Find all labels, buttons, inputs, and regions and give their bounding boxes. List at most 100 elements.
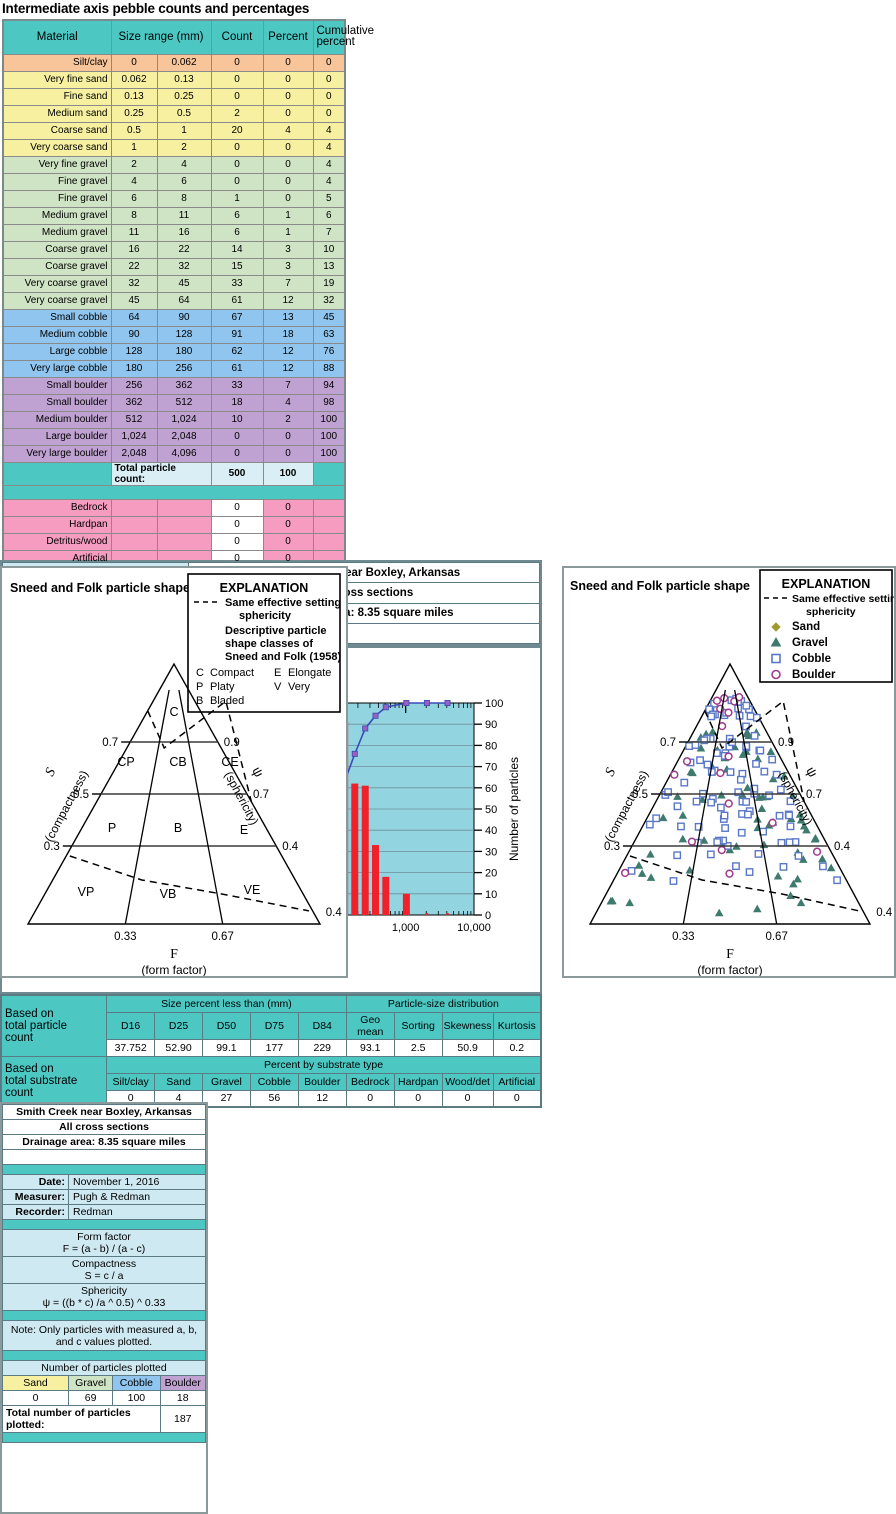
cumulative-cell: 19 (312, 274, 346, 293)
cumulative-marker (382, 704, 389, 711)
point-cobble (785, 838, 794, 847)
cumulative-cell: 0 (312, 70, 346, 89)
col-percent: Percent (262, 19, 314, 55)
point-cobble (745, 868, 754, 876)
point-cobble (694, 822, 703, 831)
point-cobble (744, 810, 752, 819)
point-cobble (677, 822, 685, 831)
axis-s-sublabel: (compactness) (42, 768, 91, 844)
size-max-cell: 128 (156, 325, 212, 344)
percent-cell: 0 (262, 189, 314, 208)
count-cell: 2 (210, 104, 264, 123)
point-cobble (700, 736, 709, 745)
percent-cell: 0 (262, 87, 314, 106)
axis-s-label: S (603, 766, 620, 779)
bar (402, 893, 410, 915)
size-min-cell (110, 498, 158, 517)
count-cell: 61 (210, 291, 264, 310)
point-gravel (685, 865, 695, 874)
percent-cell: 18 (262, 325, 314, 344)
table-row: Very fine sand 0.062 0.13 0 0 0 (2, 70, 346, 89)
point-cobble (742, 701, 751, 710)
form-factor-title: Form factor (77, 1231, 131, 1243)
point-cobble (752, 759, 760, 768)
size-min-cell: 4 (110, 172, 158, 191)
percent-cell: 3 (262, 257, 314, 276)
table-row: Measurer: Pugh & Redman (2, 1189, 206, 1205)
f-divider-upper (715, 689, 726, 743)
dashed-sphericity-upper (147, 699, 253, 802)
material-cell: Very coarse sand (2, 138, 112, 157)
point-cobble (685, 742, 694, 750)
axis-psi-label: ψ (803, 764, 821, 779)
point-gravel (796, 898, 806, 907)
percent-cell: 2 (262, 410, 314, 429)
point-gravel (673, 792, 682, 800)
cumulative-marker (444, 699, 451, 706)
material-cell: Silt/clay (2, 53, 112, 72)
count-cell: 61 (210, 359, 264, 378)
dashed-sphericity-lower (69, 855, 310, 912)
legend-label-cobble: Cobble (792, 653, 831, 665)
size-max-cell: 32 (156, 257, 212, 276)
point-gravel (678, 811, 688, 819)
shape-class-B: B (174, 821, 182, 835)
table-row: Fine gravel 6 8 1 0 5 (2, 189, 346, 208)
cumulative-marker (362, 725, 369, 732)
table-row: Sphericity ψ = ((b * c) /a ^ 0.5) ^ 0.33 (2, 1283, 206, 1311)
table-row: Very coarse sand 1 2 0 0 4 (2, 138, 346, 157)
legend-title: EXPLANATION (782, 577, 871, 591)
size-min-cell: 11 (110, 223, 158, 242)
y-tick-right: 40 (485, 825, 497, 837)
table-row: Medium cobble 90 128 91 18 63 (2, 325, 346, 344)
material-cell: Very large cobble (2, 359, 112, 378)
stat-value: 177 (249, 1038, 299, 1057)
table-row: Compactness S = c / a (2, 1256, 206, 1284)
count-cell: 91 (210, 325, 264, 344)
mid-date-label-text: Date: (38, 1176, 65, 1188)
pebble-counts-table: Material Size range (mm) Count Percent C… (2, 19, 374, 607)
material-cell: Coarse gravel (2, 240, 112, 259)
abbrev-value2: Elongate (288, 667, 331, 679)
substrate-group-header: Percent by substrate type (106, 1055, 542, 1074)
shape-class-VB: VB (160, 887, 177, 901)
triangle-left-title: Sneed and Folk particle shape (10, 581, 190, 595)
y-tick-right: 100 (485, 698, 503, 710)
size-min-cell: 0.25 (110, 104, 158, 123)
cumulative-cell (312, 498, 346, 517)
point-cobble (736, 775, 745, 784)
table-row: All cross sections (2, 1119, 206, 1135)
percent-cell: 3 (262, 240, 314, 259)
mid-divider-2 (2, 1219, 206, 1230)
basis2-line1: Based on (5, 1063, 54, 1076)
size-max-cell: 16 (156, 223, 212, 242)
triangle-right-legend: EXPLANATION Same effective settingspheric… (759, 569, 894, 683)
cumulative-cell: 45 (312, 308, 346, 327)
table-row: Medium sand 0.25 0.5 2 0 0 (2, 104, 346, 123)
mid-drainage: Drainage area: 8.35 square miles (2, 1134, 206, 1150)
point-cobble (691, 741, 700, 749)
stat-col-header: D84 (297, 1011, 347, 1040)
table-row: Very large boulder 2,048 4,096 0 0 100 (2, 444, 346, 463)
point-cobble (680, 778, 689, 787)
s-tick-label: 0.7 (660, 737, 676, 749)
cumulative-marker (372, 712, 379, 719)
size-max-cell: 64 (156, 291, 212, 310)
substrate-col-header: Hardpan (393, 1072, 443, 1091)
plotted-col-sand: Sand (2, 1375, 69, 1391)
material-cell: Medium sand (2, 104, 112, 123)
material-cell: Hardpan (2, 515, 112, 534)
count-cell: 0 (210, 498, 264, 517)
table-row (2, 1310, 206, 1321)
f-divider-upper (734, 689, 745, 743)
point-cobble (775, 811, 784, 820)
table-row: Large cobble 128 180 62 12 76 (2, 342, 346, 361)
cumulative-cell: 4 (312, 138, 346, 157)
cumulative-cell: 0 (312, 87, 346, 106)
size-max-cell: 180 (156, 342, 212, 361)
s-tick-label: 0.7 (102, 737, 118, 749)
legend-marker-boulder (771, 669, 781, 680)
x-tick: 10,000 (457, 922, 491, 934)
abbrev-key: C (196, 667, 204, 679)
point-cobble (756, 746, 765, 755)
